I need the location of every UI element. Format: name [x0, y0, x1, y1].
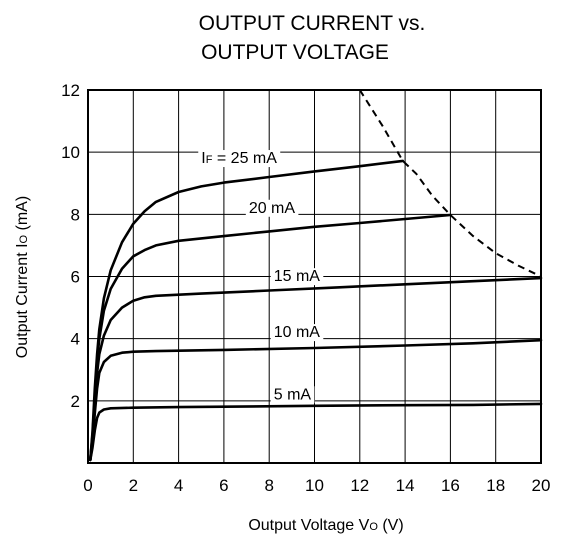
y-tick-label: 8 — [71, 205, 80, 224]
max-power-boundary-line — [358, 89, 542, 278]
series-line-3 — [89, 276, 543, 462]
x-tick-label: 12 — [350, 476, 369, 495]
series-label-bg — [270, 268, 324, 286]
series-line-2 — [89, 338, 543, 462]
x-tick-label: 18 — [486, 476, 505, 495]
x-tick-label: 4 — [174, 476, 183, 495]
series-label-1: 5 mA — [274, 386, 312, 403]
series-labels: 5 mA 10 mA 15 mA 20 mA IF = 25 mA — [198, 150, 324, 404]
series-label-value: 15 mA — [274, 268, 321, 285]
y-tick-label: 6 — [71, 268, 80, 287]
series-label-value: 20 mA — [249, 200, 296, 217]
y-axis-label-sub: O — [18, 234, 30, 243]
series-label-value: 10 mA — [274, 324, 321, 341]
y-tick-label: 2 — [71, 392, 80, 411]
chart-title-line-2: OUTPUT VOLTAGE — [201, 41, 389, 64]
y-axis-label-unit: (mA) — [14, 196, 31, 235]
series-label-value: = 25 mA — [212, 150, 277, 167]
x-tick-label: 8 — [264, 476, 273, 495]
series-line-4 — [89, 213, 452, 462]
x-tick-label: 2 — [129, 476, 138, 495]
y-tick-label: 12 — [61, 81, 80, 100]
y-tick-label: 10 — [61, 143, 80, 162]
x-tick-label: 20 — [532, 476, 551, 495]
series-line-5 — [89, 159, 405, 462]
series-label-value: 5 mA — [274, 386, 312, 403]
x-axis-label-sub: O — [369, 521, 378, 533]
chart-title-line-1: OUTPUT CURRENT vs. — [199, 12, 426, 35]
x-tick-label: 14 — [396, 476, 415, 495]
x-tick-label: 16 — [441, 476, 460, 495]
series-label-bg — [270, 324, 324, 342]
series-group — [89, 89, 543, 462]
x-tick-label: 6 — [219, 476, 228, 495]
series-label-5: IF = 25 mA — [201, 150, 277, 167]
y-axis-label-main: Output Current I — [14, 243, 31, 358]
x-axis-label: Output Voltage VO (V) — [248, 517, 403, 534]
tick-labels: 0 2 4 6 8 10 12 14 16 18 20 2 4 6 8 10 12 — [61, 81, 550, 495]
series-label-prefix: I — [201, 150, 205, 167]
x-axis-label-main: Output Voltage V — [248, 517, 369, 534]
series-label-bg — [198, 150, 281, 168]
y-axis-label: Output Current IO (mA) — [14, 196, 31, 358]
series-label-3: 15 mA — [274, 268, 321, 285]
series-label-4: 20 mA — [249, 200, 296, 217]
y-tick-label: 4 — [71, 330, 80, 349]
series-line-1 — [89, 402, 543, 462]
series-label-2: 10 mA — [274, 324, 321, 341]
series-label-bg — [245, 199, 299, 217]
x-tick-label: 10 — [305, 476, 324, 495]
x-tick-label: 0 — [83, 476, 92, 495]
series-label-sub: F — [206, 154, 213, 166]
x-axis-label-unit: (V) — [378, 517, 404, 534]
series-label-bg — [270, 386, 315, 404]
